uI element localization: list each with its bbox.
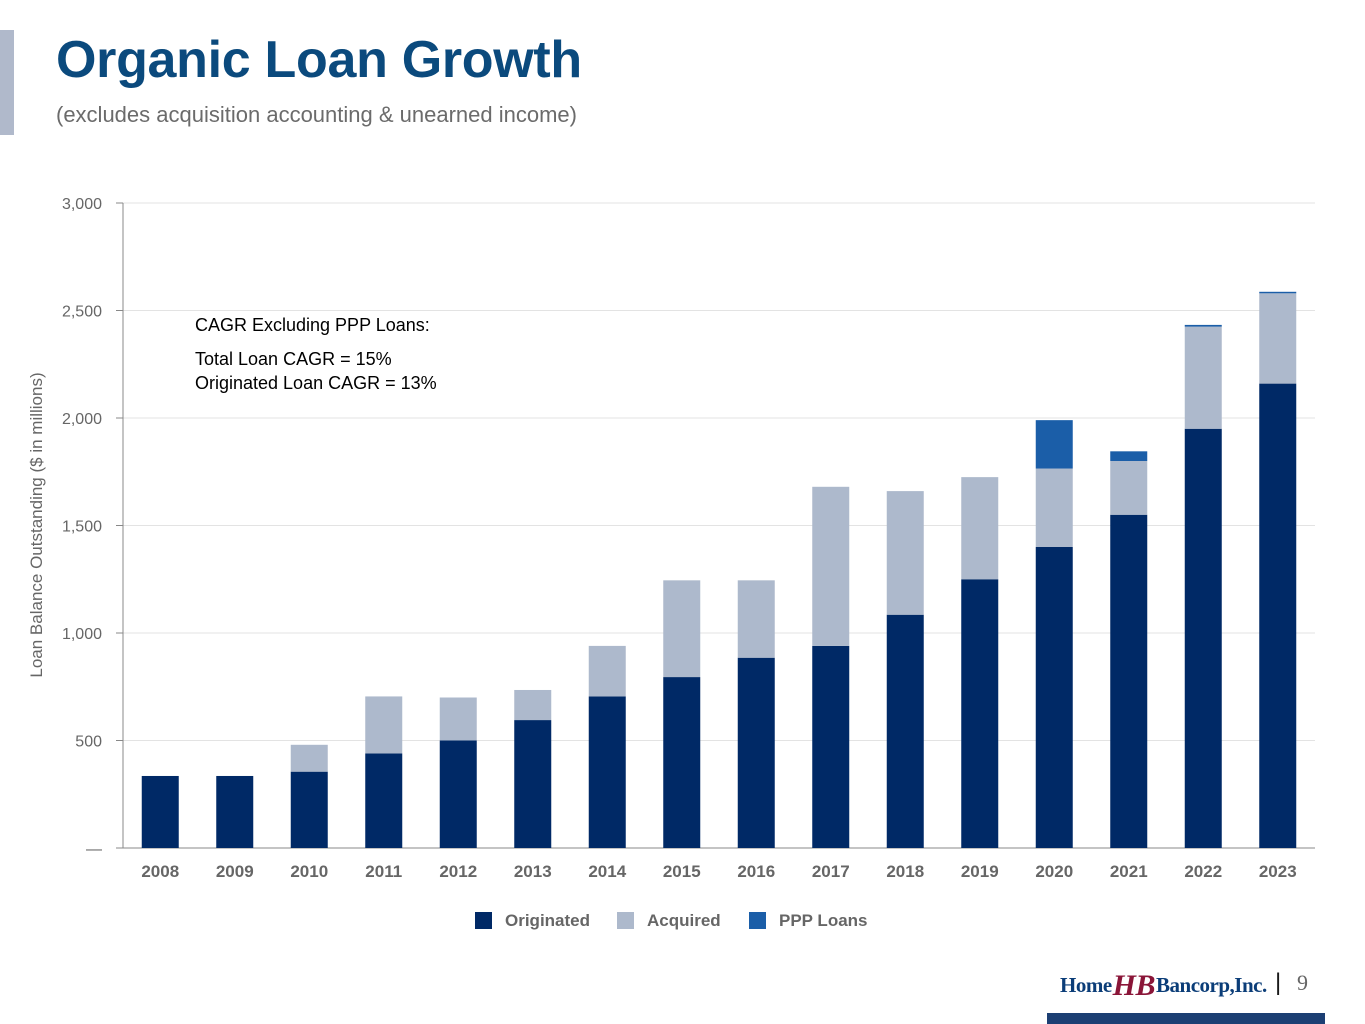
x-tick-label: 2011 <box>365 862 402 881</box>
cagr-annotation: CAGR Excluding PPP Loans: Total Loan CAG… <box>195 315 437 393</box>
bar-acquired-2019 <box>961 477 999 580</box>
x-tick-label: 2016 <box>737 862 775 881</box>
y-tick-label: 2,500 <box>62 304 102 321</box>
bar-originated-2020 <box>1035 547 1073 848</box>
bar-ppp-2020 <box>1035 420 1073 469</box>
bars <box>141 291 1297 848</box>
bar-originated-2011 <box>365 753 403 848</box>
bar-acquired-2023 <box>1259 293 1297 384</box>
x-tick-label: 2015 <box>663 862 701 881</box>
bar-originated-2013 <box>514 720 552 848</box>
y-tick-label: 1,000 <box>62 626 102 643</box>
page-number: 9 <box>1297 970 1308 995</box>
legend-swatch-2 <box>749 912 766 929</box>
bar-acquired-2017 <box>812 486 850 646</box>
legend-label: Originated <box>505 911 590 930</box>
x-tick-label: 2021 <box>1110 862 1148 881</box>
legend: Originated Acquired PPP Loans <box>475 911 868 930</box>
x-tick-label: 2013 <box>514 862 552 881</box>
legend-swatch-0 <box>475 912 492 929</box>
x-tick-label: 2008 <box>141 862 179 881</box>
bar-acquired-2014 <box>588 645 626 697</box>
x-tick-label: 2017 <box>812 862 850 881</box>
bar-acquired-2020 <box>1035 468 1073 547</box>
bar-acquired-2011 <box>365 696 403 754</box>
x-tick-label: 2020 <box>1035 862 1073 881</box>
bar-acquired-2018 <box>886 491 924 615</box>
bar-acquired-2022 <box>1184 326 1222 429</box>
bar-originated-2023 <box>1259 383 1297 848</box>
bar-originated-2010 <box>290 771 328 848</box>
bar-originated-2017 <box>812 645 850 848</box>
y-tick-label: 1,500 <box>62 519 102 536</box>
bar-acquired-2010 <box>290 744 328 772</box>
y-tick-label: 500 <box>75 734 102 751</box>
bar-acquired-2015 <box>663 580 701 678</box>
x-tick-label: 2018 <box>886 862 924 881</box>
loan-growth-chart: — 500 1,000 1,500 2,000 2,500 3,000 2008 2009 201… <box>27 196 1315 930</box>
bar-originated-2012 <box>439 740 477 848</box>
x-tick-label: 2010 <box>290 862 328 881</box>
footer-separator: | <box>1275 969 1282 996</box>
y-tick-label: — <box>86 841 102 858</box>
bar-ppp-2022 <box>1184 324 1222 327</box>
legend-label: PPP Loans <box>779 911 868 930</box>
x-tick-label: 2022 <box>1184 862 1222 881</box>
bar-originated-2014 <box>588 696 626 848</box>
bar-originated-2019 <box>961 579 999 848</box>
axes: — 500 1,000 1,500 2,000 2,500 3,000 2008 2009 201… <box>62 196 1315 881</box>
bar-originated-2009 <box>216 775 254 848</box>
bar-ppp-2021 <box>1110 451 1148 461</box>
bar-originated-2021 <box>1110 514 1148 848</box>
bar-acquired-2016 <box>737 580 775 658</box>
cagr-originated: Originated Loan CAGR = 13% <box>195 373 437 393</box>
bar-originated-2022 <box>1184 428 1222 848</box>
bar-originated-2008 <box>141 775 179 848</box>
y-tick-label: 2,000 <box>62 411 102 428</box>
company-logo: HomeHBBancorp,Inc. <box>1060 969 1267 1002</box>
bar-originated-2016 <box>737 657 775 848</box>
bar-originated-2015 <box>663 677 701 848</box>
y-axis-label: Loan Balance Outstanding ($ in millions) <box>27 372 46 677</box>
bar-acquired-2021 <box>1110 461 1148 515</box>
cagr-heading: CAGR Excluding PPP Loans: <box>195 315 430 335</box>
page-title: Organic Loan Growth <box>56 31 582 89</box>
x-tick-label: 2019 <box>961 862 999 881</box>
x-tick-label: 2009 <box>216 862 254 881</box>
y-tick-label: 3,000 <box>62 196 102 213</box>
bar-originated-2018 <box>886 614 924 848</box>
x-tick-label: 2014 <box>588 862 626 881</box>
legend-label: Acquired <box>647 911 721 930</box>
legend-swatch-1 <box>617 912 634 929</box>
x-tick-label: 2012 <box>439 862 477 881</box>
bar-ppp-2023 <box>1259 291 1297 294</box>
cagr-total: Total Loan CAGR = 15% <box>195 349 392 369</box>
bar-acquired-2012 <box>439 697 477 741</box>
x-tick-label: 2023 <box>1259 862 1297 881</box>
logo-mark: HB <box>1112 969 1156 1002</box>
side-accent-bar <box>0 30 14 135</box>
bar-acquired-2013 <box>514 689 552 721</box>
footer-accent-bar <box>1047 1013 1325 1024</box>
page-subtitle: (excludes acquisition accounting & unear… <box>56 102 577 127</box>
